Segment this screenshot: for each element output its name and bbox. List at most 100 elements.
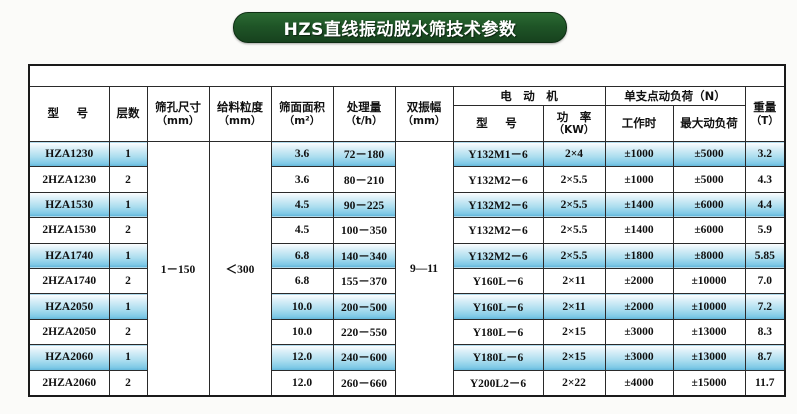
cell-layers: 2 — [108, 318, 148, 346]
spec-table-body: 型 号 层数 筛孔尺寸 （mm） 给料粒度 （mm） 筛面面积 （m²） 处理量 — [28, 64, 786, 397]
cell-weight: 11.7 — [744, 369, 786, 397]
cell-layers: 2 — [108, 268, 148, 295]
cell-motor-model: Y132M2－6 — [452, 191, 544, 219]
header-amplitude: 双振幅 （mm） — [394, 85, 454, 143]
table-row: HZA2060 1 12.0 240－600 Y180L－6 2×15 ±300… — [28, 344, 786, 371]
header-screen-area: 筛面面积 （m²） — [270, 85, 334, 143]
cell-load-working: ±2000 — [604, 293, 674, 320]
header-amplitude-unit: （mm） — [402, 114, 446, 127]
table-row: HZA1740 1 6.8 140－340 Y132M2－6 2×5.5 ±18… — [28, 242, 786, 270]
cell-layers: 1 — [108, 191, 148, 219]
cell-motor-model: Y132M2－6 — [452, 166, 544, 193]
cell-load-working: ±1800 — [604, 242, 674, 270]
cell-weight: 3.2 — [744, 141, 786, 168]
header-load-working: 工作时 — [604, 105, 674, 143]
cell-screen-area: 6.8 — [270, 268, 334, 295]
cell-screen-area: 12.0 — [270, 344, 334, 371]
cell-screen-area: 10.0 — [270, 318, 334, 346]
cell-motor-power: 2×5.5 — [542, 242, 606, 270]
cell-layers: 1 — [108, 344, 148, 371]
header-screen-area-label: 筛面面积 — [279, 100, 325, 115]
cell-load-working: ±2000 — [604, 268, 674, 295]
cell-motor-power: 2×5.5 — [542, 217, 606, 244]
cell-motor-model: Y180L－6 — [452, 344, 544, 371]
header-feed-size-label: 给料粒度 — [217, 100, 263, 115]
cell-model: HZA1530 — [28, 191, 110, 219]
cell-weight: 5.9 — [744, 217, 786, 244]
cell-capacity: 155－370 — [332, 268, 396, 295]
cell-model: 2HZA1230 — [28, 166, 110, 193]
header-model: 型 号 — [28, 85, 110, 143]
cell-load-max: ±5000 — [672, 166, 746, 193]
cell-model: 2HZA2050 — [28, 318, 110, 346]
cell-layers: 1 — [108, 141, 148, 168]
cell-motor-model: Y132M1－6 — [452, 141, 544, 168]
cell-screen-area: 4.5 — [270, 217, 334, 244]
table-row: 2HZA2050 2 10.0 220－550 Y180L－6 2×15 ±30… — [28, 318, 786, 346]
cell-load-working: ±1000 — [604, 141, 674, 168]
cell-model: HZA1230 — [28, 141, 110, 168]
cell-load-working: ±1400 — [604, 191, 674, 219]
header-motor-model: 型 号 — [452, 105, 544, 143]
cell-motor-power: 2×5.5 — [542, 191, 606, 219]
cell-model: 2HZA1530 — [28, 217, 110, 244]
cell-motor-model: Y132M2－6 — [452, 217, 544, 244]
cell-motor-model: Y160L－6 — [452, 268, 544, 295]
cell-load-max: ±13000 — [672, 344, 746, 371]
header-aperture: 筛孔尺寸 （mm） — [146, 85, 210, 143]
cell-load-max: ±6000 — [672, 217, 746, 244]
cell-motor-power: 2×11 — [542, 268, 606, 295]
header-load-max: 最大动负荷 — [672, 105, 746, 143]
cell-capacity: 260－660 — [332, 369, 396, 397]
cell-motor-power: 2×15 — [542, 344, 606, 371]
header-weight-label: 重量 — [753, 100, 777, 115]
cell-motor-power: 2×5.5 — [542, 166, 606, 193]
cell-screen-area: 10.0 — [270, 293, 334, 320]
cell-motor-power: 2×15 — [542, 318, 606, 346]
cell-motor-model: Y132M2－6 — [452, 242, 544, 270]
cell-load-max: ±15000 — [672, 369, 746, 397]
cell-motor-model: Y180L－6 — [452, 318, 544, 346]
cell-load-max: ±5000 — [672, 141, 746, 168]
cell-capacity: 240－600 — [332, 344, 396, 371]
cell-model: 2HZA1740 — [28, 268, 110, 295]
cell-load-max: ±8000 — [672, 242, 746, 270]
page-title: HZS直线振动脱水筛技术参数 — [283, 20, 517, 40]
cell-capacity: 140－340 — [332, 242, 396, 270]
cell-model: HZA2060 — [28, 344, 110, 371]
cell-capacity: 72－180 — [332, 141, 396, 168]
cell-weight: 7.2 — [744, 293, 786, 320]
blank-band-cell — [28, 64, 786, 87]
cell-load-working: ±3000 — [604, 344, 674, 371]
cell-motor-power: 2×22 — [542, 369, 606, 397]
cell-load-working: ±1000 — [604, 166, 674, 193]
cell-screen-area: 3.6 — [270, 141, 334, 168]
header-load-group: 单支点动负荷（N） — [604, 85, 746, 107]
cell-capacity: 200－500 — [332, 293, 396, 320]
cell-weight: 8.7 — [744, 344, 786, 371]
cell-weight: 5.85 — [744, 242, 786, 270]
cell-model: 2HZA2060 — [28, 369, 110, 397]
cell-motor-power: 2×11 — [542, 293, 606, 320]
cell-layers: 1 — [108, 293, 148, 320]
cell-weight: 4.3 — [744, 166, 786, 193]
header-motor-group: 电 动 机 — [452, 85, 606, 107]
header-amplitude-label: 双振幅 — [406, 100, 442, 115]
header-motor-power: 功 率 （KW） — [542, 105, 606, 143]
table-top-blank-band — [28, 64, 786, 87]
cell-layers: 2 — [108, 369, 148, 397]
header-layers: 层数 — [108, 85, 148, 143]
cell-capacity: 100－350 — [332, 217, 396, 244]
table-row: HZA1230 1 1－150 ＜300 3.6 72－180 9—11 Y13… — [28, 141, 786, 397]
cell-amplitude-merged: 9—11 — [394, 141, 454, 397]
header-capacity: 处理量 （t/h） — [332, 85, 396, 143]
header-feed-size-unit: （mm） — [218, 114, 262, 127]
cell-capacity: 90－225 — [332, 191, 396, 219]
header-motor-power-unit: （KW） — [553, 124, 595, 137]
cell-capacity: 220－550 — [332, 318, 396, 346]
cell-load-working: ±1400 — [604, 217, 674, 244]
cell-motor-model: Y160L－6 — [452, 293, 544, 320]
header-capacity-unit: （t/h） — [345, 114, 383, 127]
page-title-banner: HZS直线振动脱水筛技术参数 — [233, 12, 567, 43]
header-feed-size: 给料粒度 （mm） — [208, 85, 272, 143]
